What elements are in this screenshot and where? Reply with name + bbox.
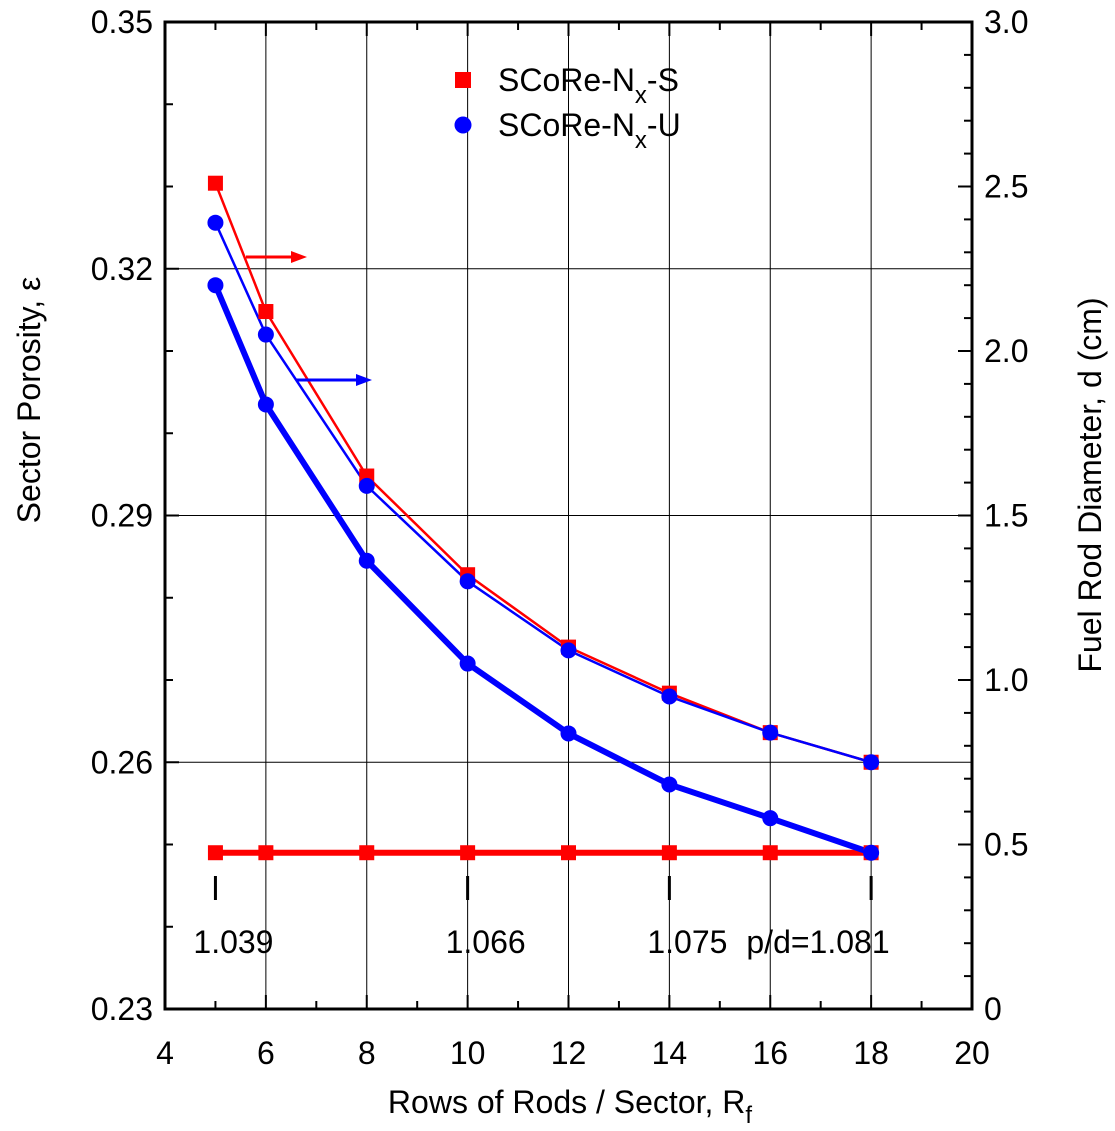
series-u-diameter-point <box>762 724 779 741</box>
series-u-porosity-point <box>661 776 678 793</box>
series-s-diameter-line <box>214 182 872 764</box>
series-s-porosity-point <box>258 845 274 861</box>
x-tick-label: 8 <box>358 1035 376 1071</box>
y-right-tick-label: 2.0 <box>984 333 1028 369</box>
x-tick-label: 10 <box>450 1035 486 1071</box>
x-tick-label: 14 <box>652 1035 688 1071</box>
y-right-tick-label: 1.5 <box>984 498 1028 534</box>
pd-label: 1.075 <box>647 924 727 960</box>
series-s-porosity-point <box>359 845 375 861</box>
series-u-diameter-point <box>257 326 274 343</box>
series-u-diameter-point <box>207 214 224 231</box>
pd-label: 1.066 <box>446 924 526 960</box>
series-u-porosity-point <box>207 277 224 294</box>
series-u-porosity-point <box>762 810 779 827</box>
series-s-diameter-point <box>258 304 274 320</box>
x-tick-label: 12 <box>551 1035 587 1071</box>
y-right-tick-label: 1.0 <box>984 662 1028 698</box>
legend-label-s: SCoRe-Nx-S <box>498 62 679 109</box>
y-left-tick-label: 0.23 <box>91 991 153 1027</box>
arrow-series-s <box>246 251 307 263</box>
arrow-series-u <box>296 374 372 386</box>
legend-label-tail: -U <box>647 107 681 143</box>
series-u-porosity-point <box>358 552 375 569</box>
series-u-diameter-line <box>214 222 872 764</box>
ticks <box>164 21 973 1010</box>
series-lines <box>212 182 873 856</box>
pd-label: 1.039 <box>193 924 273 960</box>
series-u-porosity-point <box>257 396 274 413</box>
series-u-porosity-point <box>863 844 880 861</box>
series-s-porosity-point <box>207 845 223 861</box>
x-axis-label-subscript: f <box>745 1102 752 1129</box>
y-right-tick-label: 0 <box>984 991 1002 1027</box>
y-left-tick-label: 0.35 <box>91 4 153 40</box>
x-axis-label: Rows of Rods / Sector, Rf <box>388 1084 752 1129</box>
legend-label-sub: x <box>635 127 647 154</box>
y-right-tick-label: 3.0 <box>984 4 1028 40</box>
series-s-porosity-point <box>661 845 677 861</box>
legend-label-sub: x <box>635 82 647 109</box>
legend-entry-u: SCoRe-Nx-U <box>454 107 681 154</box>
series-u-diameter-point <box>661 688 678 705</box>
arrow-series-u-head <box>356 374 372 386</box>
x-axis-label-main: Rows of Rods / Sector, R <box>388 1084 745 1120</box>
x-tick-label: 4 <box>156 1035 174 1071</box>
y-right-tick-label: 0.5 <box>984 827 1028 863</box>
y-left-tick-label: 0.26 <box>91 744 153 780</box>
series-s-porosity-point <box>762 845 778 861</box>
series-s-porosity-point <box>561 845 576 861</box>
markers <box>207 175 880 861</box>
y-left-tick-label: 0.32 <box>91 251 153 287</box>
y-left-tick-label: 0.29 <box>91 498 153 534</box>
series-u-diameter-point <box>459 573 476 590</box>
legend-label-main: SCoRe-N <box>498 62 635 98</box>
pd-label: p/d=1.081 <box>746 924 889 960</box>
y-axis-label-left: Sector Porosity, ε <box>11 277 47 524</box>
annotations: 1.039 1.066 1.075 p/d=1.081 <box>193 251 890 960</box>
series-s-porosity-point <box>460 845 476 861</box>
series-u-porosity-line <box>212 284 873 856</box>
x-tick-label: 20 <box>954 1035 990 1071</box>
y-axis-label-right: Fuel Rod Diameter, d (cm) <box>1072 297 1108 672</box>
series-u-diameter-point <box>863 754 880 771</box>
legend-entry-s: SCoRe-Nx-S <box>455 62 679 109</box>
tick-labels: 4 6 8 10 12 14 16 18 20 0.23 0.26 0.29 0.32 0.35 0 0.5 1… <box>91 4 1029 1071</box>
series-u-diameter-point <box>358 477 375 494</box>
y-right-tick-label: 2.5 <box>984 169 1028 205</box>
x-tick-label: 18 <box>853 1035 889 1071</box>
series-s-diameter-point <box>207 175 223 191</box>
series-u-porosity-point <box>459 655 476 672</box>
arrow-series-s-head <box>291 251 307 263</box>
x-tick-label: 16 <box>752 1035 788 1071</box>
legend-marker-u <box>454 116 472 134</box>
grid <box>165 22 972 1009</box>
legend-label-main: SCoRe-N <box>498 107 635 143</box>
series-u-porosity-point <box>560 725 577 742</box>
legend-label-tail: -S <box>647 62 679 98</box>
legend-label-u: SCoRe-Nx-U <box>498 107 681 154</box>
x-tick-label: 6 <box>257 1035 275 1071</box>
series-u-diameter-point <box>560 642 577 659</box>
legend-marker-s <box>455 72 471 88</box>
